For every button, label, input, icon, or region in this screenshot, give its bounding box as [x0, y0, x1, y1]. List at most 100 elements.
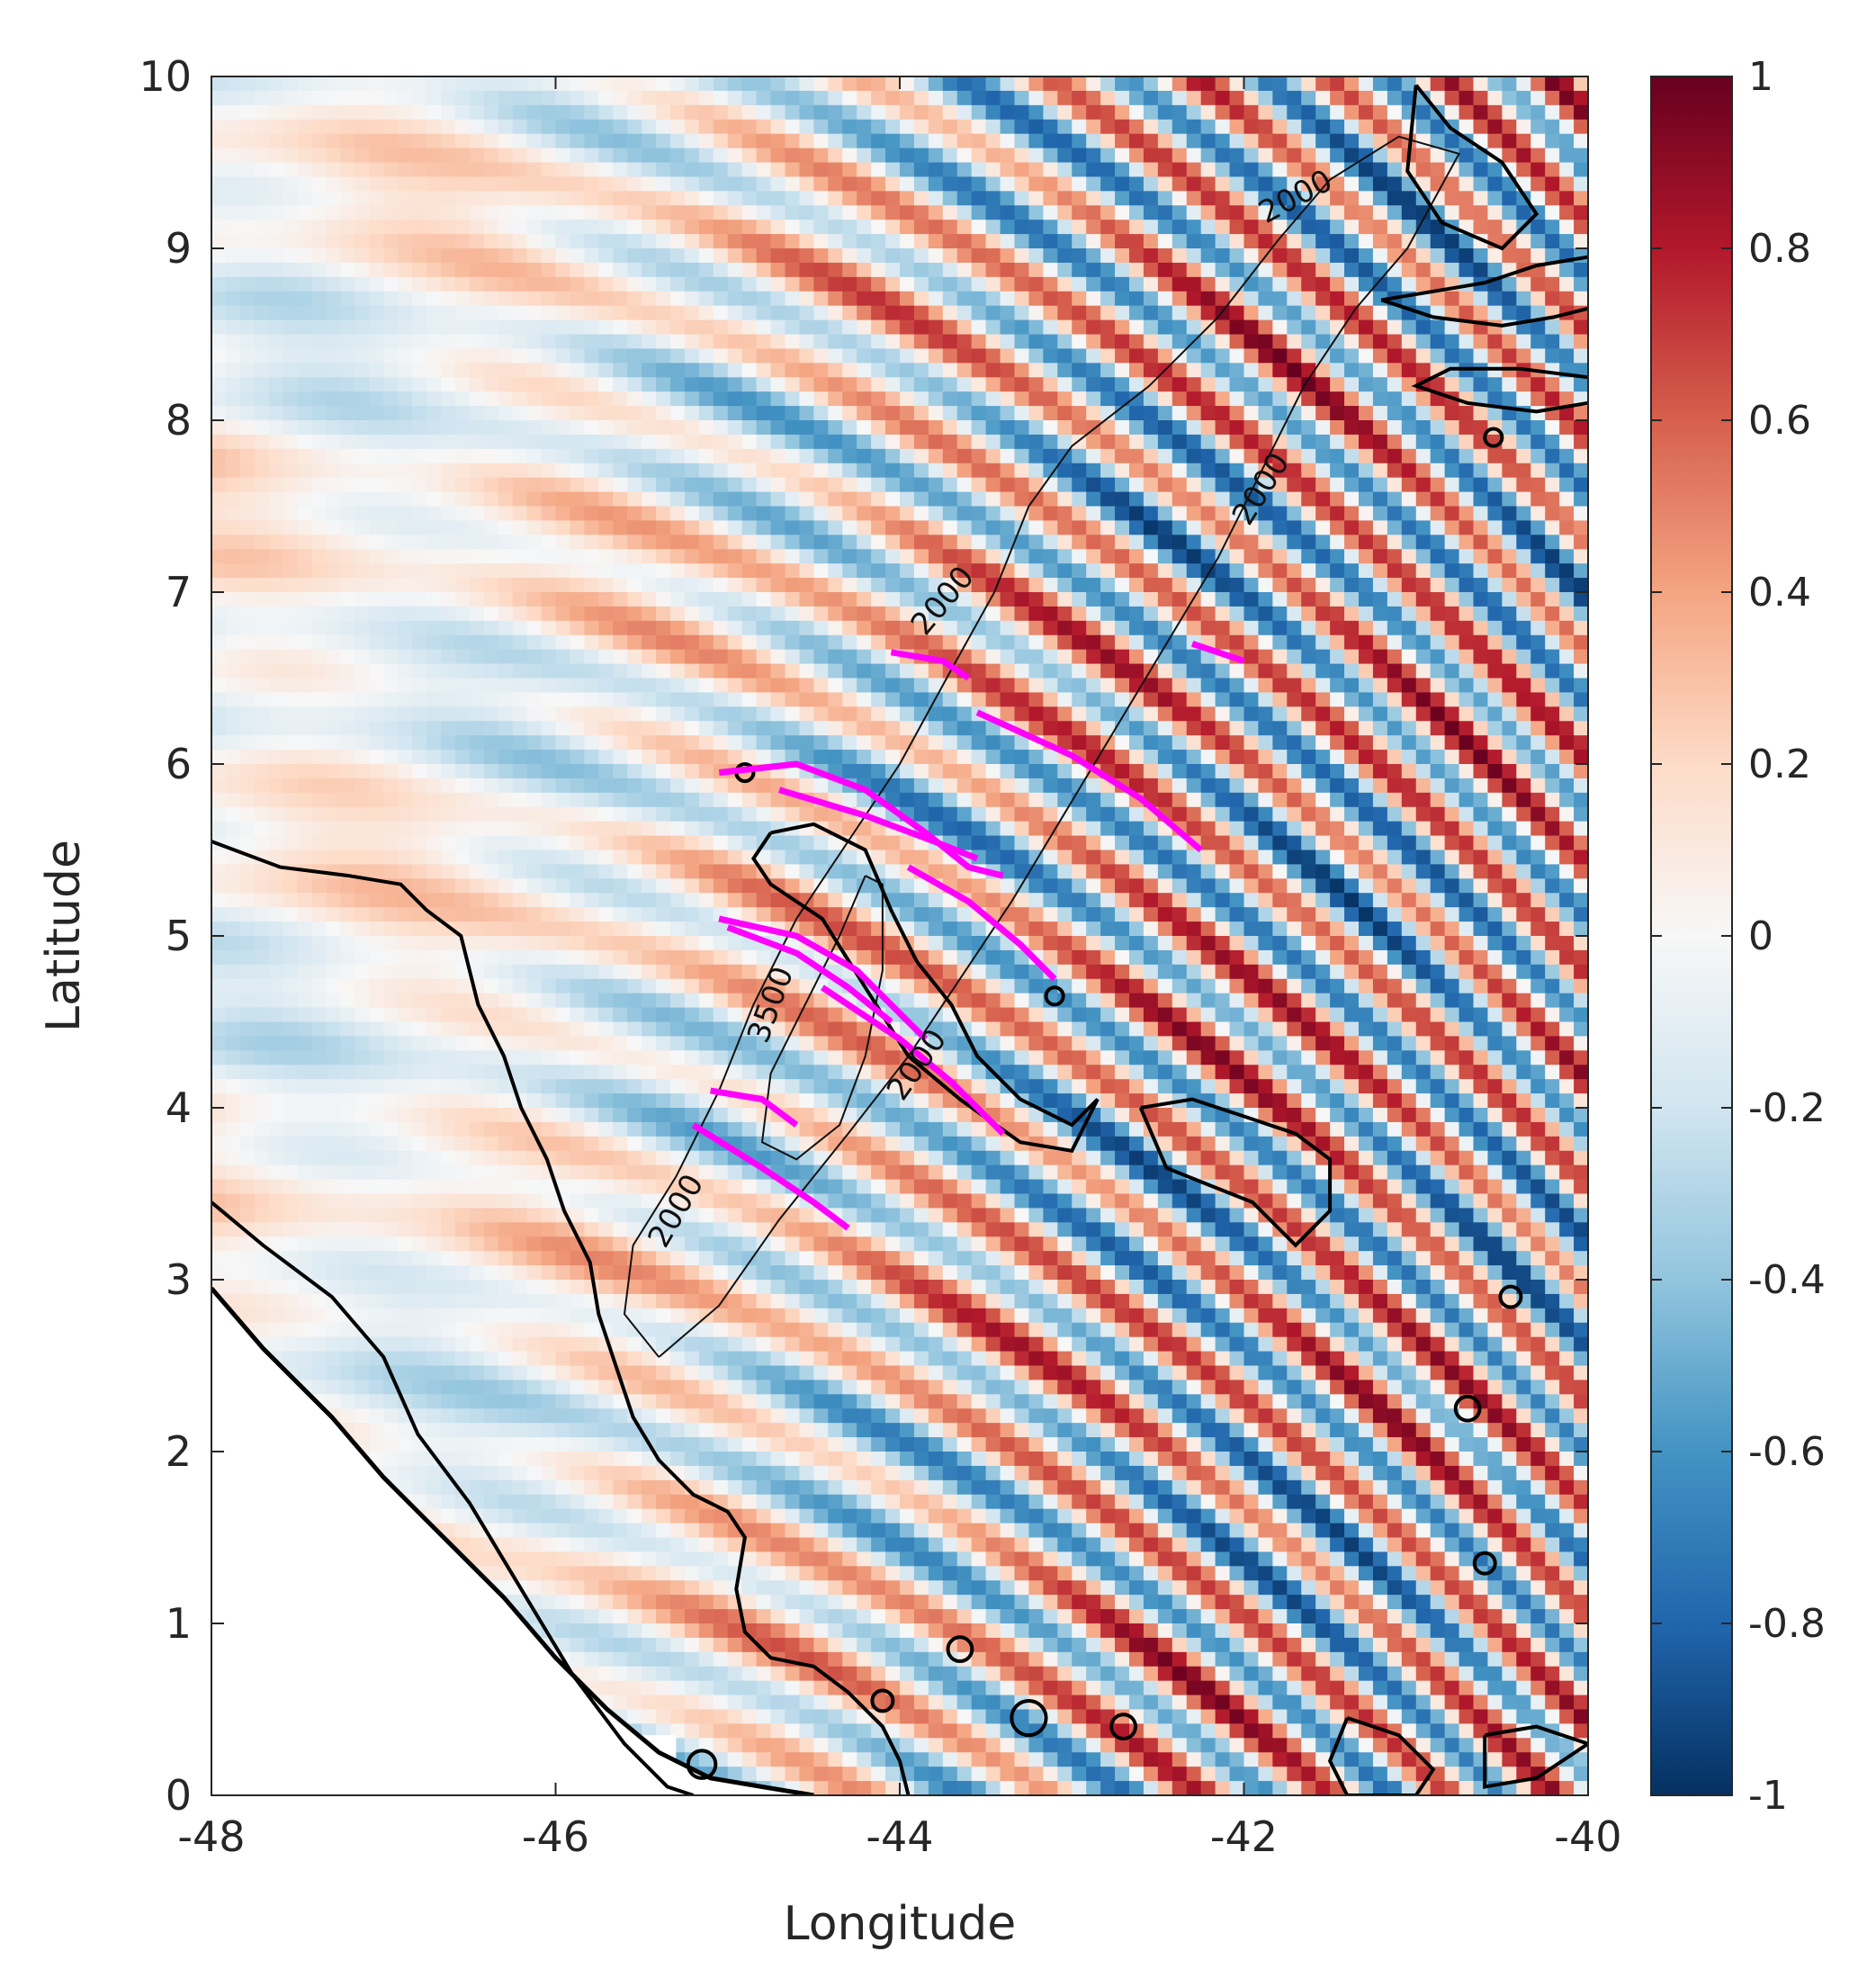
field-cell	[799, 663, 814, 679]
field-cell	[799, 391, 814, 407]
field-cell	[900, 663, 915, 679]
field-cell	[469, 148, 485, 164]
field-cell	[412, 176, 427, 192]
field-cell	[1359, 663, 1374, 679]
field-cell	[1315, 104, 1331, 121]
field-cell	[1387, 448, 1403, 464]
field-cell	[1459, 191, 1475, 206]
field-cell	[1315, 491, 1331, 508]
field-cell	[857, 620, 872, 636]
field-cell	[799, 220, 814, 235]
field-cell	[1014, 434, 1030, 450]
field-cell	[670, 592, 686, 607]
field-cell	[1171, 319, 1188, 336]
field-cell	[355, 535, 370, 550]
field-cell	[355, 90, 370, 106]
field-cell	[211, 706, 227, 722]
field-cell	[483, 750, 499, 765]
field-cell	[1530, 133, 1546, 149]
field-cell	[1574, 90, 1588, 106]
field-cell	[1459, 735, 1475, 751]
field-cell	[785, 620, 801, 636]
field-cell	[570, 592, 585, 607]
field-cell	[670, 262, 686, 278]
field-cell	[526, 778, 543, 794]
field-cell	[871, 463, 886, 479]
field-cell	[441, 262, 456, 278]
field-cell	[412, 90, 427, 106]
field-cell	[813, 634, 829, 651]
field-cell	[1072, 305, 1087, 321]
field-cell	[1157, 90, 1173, 106]
field-cell	[956, 535, 973, 550]
field-cell	[1272, 592, 1288, 607]
field-cell	[225, 563, 241, 579]
field-cell	[1129, 205, 1144, 220]
field-cell	[1072, 535, 1087, 550]
field-cell	[799, 319, 814, 336]
field-cell	[1258, 792, 1273, 808]
field-cell	[828, 721, 843, 736]
field-cell	[526, 634, 543, 651]
field-cell	[1200, 363, 1216, 378]
field-cell	[1129, 721, 1144, 736]
field-cell	[842, 735, 857, 751]
field-cell	[555, 363, 571, 378]
field-cell	[441, 319, 456, 336]
field-cell	[698, 578, 714, 593]
field-cell	[340, 377, 355, 392]
field-cell	[469, 90, 485, 106]
field-cell	[799, 377, 814, 392]
field-cell	[283, 348, 299, 364]
field-cell	[1387, 191, 1403, 206]
field-cell	[254, 305, 270, 321]
field-cell	[412, 634, 427, 651]
field-cell	[1243, 162, 1260, 178]
field-cell	[1473, 162, 1489, 178]
field-cell	[598, 291, 614, 307]
field-cell	[211, 191, 227, 206]
field-cell	[1186, 319, 1202, 336]
field-cell	[355, 391, 370, 407]
field-cell	[900, 148, 915, 164]
field-cell	[985, 319, 1001, 336]
field-cell	[1100, 606, 1116, 622]
field-cell	[570, 148, 585, 164]
field-cell	[1272, 606, 1288, 622]
field-cell	[1229, 363, 1245, 378]
field-cell	[555, 634, 571, 651]
field-cell	[526, 348, 543, 364]
field-cell	[584, 764, 599, 779]
field-cell	[1574, 750, 1588, 765]
field-cell	[1143, 678, 1159, 694]
field-cell	[1072, 578, 1087, 593]
field-cell	[1372, 649, 1388, 665]
field-cell	[383, 363, 399, 378]
field-cell	[900, 104, 915, 121]
field-cell	[555, 520, 571, 535]
field-cell	[584, 119, 599, 135]
field-cell	[1000, 391, 1016, 407]
field-cell	[684, 463, 700, 479]
field-cell	[1344, 448, 1360, 464]
field-cell	[1530, 649, 1546, 665]
field-cell	[225, 319, 241, 336]
field-cell	[598, 319, 614, 336]
field-cell	[570, 678, 585, 694]
field-cell	[799, 463, 814, 479]
field-cell	[441, 391, 456, 407]
field-cell	[1243, 578, 1260, 593]
field-cell	[813, 806, 829, 823]
field-cell	[297, 90, 313, 106]
field-cell	[741, 634, 758, 651]
field-cell	[1487, 606, 1503, 622]
field-cell	[1115, 205, 1130, 220]
field-cell	[555, 133, 571, 149]
field-cell	[526, 620, 543, 636]
field-cell	[1516, 549, 1531, 564]
field-cell	[555, 291, 571, 307]
field-cell	[454, 735, 471, 751]
field-cell	[1143, 104, 1159, 121]
field-cell	[857, 477, 872, 493]
field-cell	[1344, 205, 1360, 220]
